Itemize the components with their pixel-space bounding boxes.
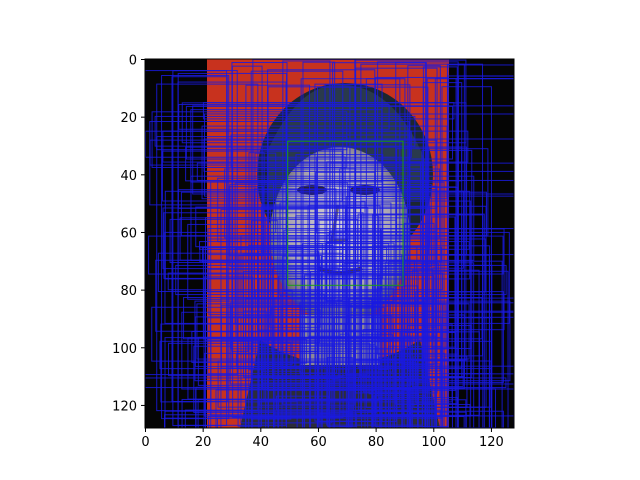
detection-box [389,302,427,428]
detection-box [178,103,390,130]
detection-box [280,293,325,368]
detection-box [353,307,373,387]
detection-box [195,388,435,428]
detection-box [201,247,388,263]
detection-box [326,161,424,426]
x-tick-label: 20 [195,435,212,450]
detection-box [229,183,432,267]
detection-box [414,291,504,383]
detection-box [396,148,489,237]
detection-box [167,272,444,291]
detection-box [421,149,473,379]
detection-box [295,215,380,402]
detection-boxes [145,59,514,428]
detection-box [325,242,395,303]
detection-box [187,223,426,300]
detection-box [238,254,323,318]
y-tick-label: 80 [120,284,137,299]
detection-box [345,195,430,428]
highlight-box [287,140,404,286]
y-tick-label: 60 [120,226,137,241]
detection-box [161,150,343,202]
detection-box [235,353,296,368]
detection-box [301,243,323,428]
detection-box [383,314,465,389]
detection-box [251,339,307,364]
detection-box [406,185,437,428]
detection-box [413,355,468,408]
x-tick-label: 0 [141,435,149,450]
detection-box [307,205,381,337]
detection-box [332,62,427,381]
x-tick-label: 60 [310,435,327,450]
detection-box [409,403,471,428]
detection-box [421,397,459,428]
y-axis-ticks: 0 20 40 60 80 100 120 [112,54,145,414]
y-tick-label: 0 [129,54,137,69]
detection-box [401,303,447,350]
detection-box [319,413,358,428]
y-tick-label: 100 [112,342,137,357]
axes-frame [144,58,515,429]
detection-box [164,414,433,428]
detection-box [457,75,514,428]
detection-box [162,130,469,163]
detection-box [245,84,311,428]
detection-box [263,208,317,401]
detection-box [155,259,415,332]
x-tick-label: 120 [479,435,504,450]
detection-box [259,400,298,428]
detection-box [431,216,456,348]
detection-box [208,416,465,428]
detection-box [417,297,514,428]
detection-box [339,168,356,428]
y-tick-label: 20 [120,111,137,126]
detection-box [347,305,382,428]
x-tick-label: 80 [368,435,385,450]
detection-box [160,323,453,403]
detection-box [185,146,463,182]
detection-box [190,109,383,183]
detection-box [187,337,401,400]
detection-box [220,297,276,428]
detection-box [210,181,275,428]
detection-box [302,61,336,428]
detection-box [378,356,388,371]
detection-box [192,105,514,195]
x-tick-label: 40 [253,435,270,450]
detection-box [272,267,339,379]
detection-box [163,212,364,279]
detection-box [149,120,410,206]
x-tick-label: 100 [421,435,446,450]
detection-box [183,296,483,340]
detection-box [185,105,454,160]
detection-box [273,412,331,428]
detection-box [275,395,330,411]
detection-box [181,102,467,144]
detection-box [411,269,480,428]
detection-box [388,260,503,428]
y-tick-label: 40 [120,169,137,184]
detection-box [203,138,514,172]
detection-box [230,305,433,350]
detection-box [245,298,373,428]
detection-box [175,264,507,296]
x-axis-ticks: 0 20 40 60 80 100 120 [141,428,504,450]
detection-box [409,411,467,428]
detection-box [164,231,510,324]
detection-box [403,222,435,366]
y-tick-label: 120 [112,399,137,414]
